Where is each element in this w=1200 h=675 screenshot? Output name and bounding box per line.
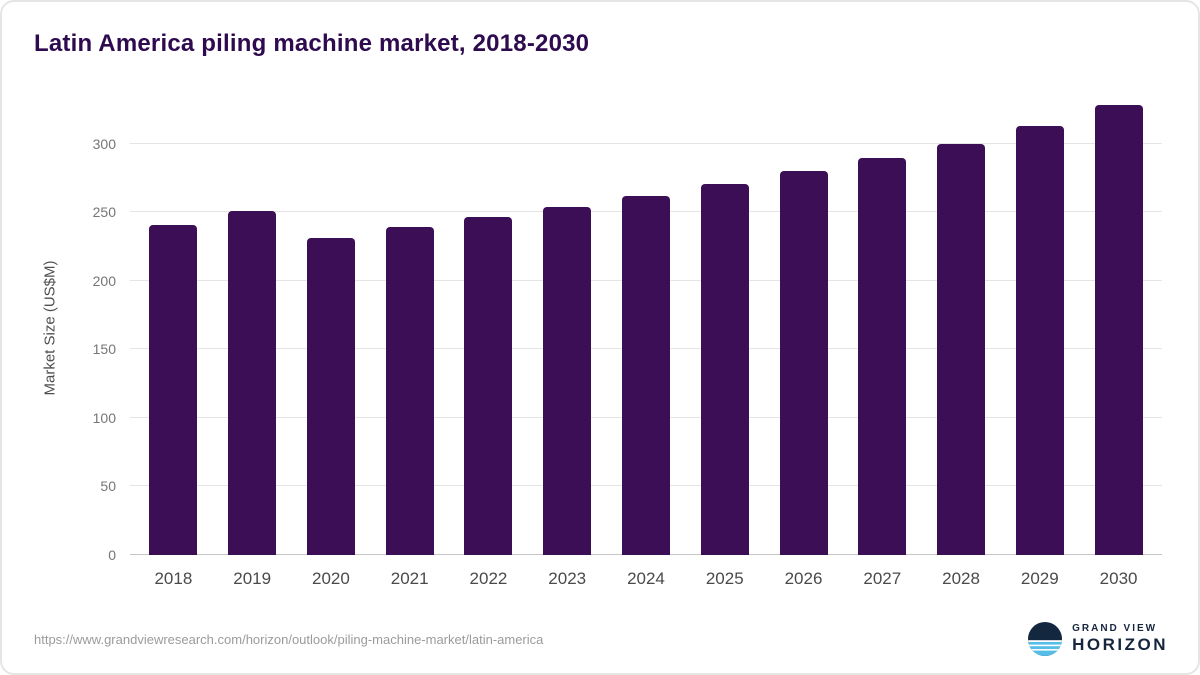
x-tick-label-2020: 2020 <box>312 569 350 588</box>
y-tick-label-150: 150 <box>92 341 116 358</box>
gridline-300 <box>130 142 1162 144</box>
logo-text: GRAND VIEW HORIZON <box>1072 623 1168 654</box>
bar-2019 <box>228 211 277 555</box>
bar-slot-2021 <box>370 100 449 555</box>
y-tick-label-250: 250 <box>92 204 116 221</box>
x-tick-label-2029: 2029 <box>1020 569 1059 588</box>
source-url: https://www.grandviewresearch.com/horizo… <box>34 631 544 647</box>
bar-slot-2026 <box>764 100 843 555</box>
x-tick-label-2022: 2022 <box>469 569 508 588</box>
bar-2028 <box>937 143 986 555</box>
bar-2025 <box>700 183 749 555</box>
bar-2022 <box>464 216 513 555</box>
bar-2024 <box>621 195 670 555</box>
chart-title: Latin America piling machine market, 201… <box>34 30 590 57</box>
plot-column: 2018 2019 2020 2021 2022 2023 2024 2025 2026 2027… <box>130 100 1162 589</box>
grandview-horizon-logo: GRAND VIEW HORIZON <box>1027 621 1168 657</box>
y-tick-label-0: 0 <box>108 547 116 563</box>
y-tick-label-200: 200 <box>92 272 116 289</box>
horizon-logo-icon <box>1027 621 1063 657</box>
bar-2029 <box>1015 126 1064 555</box>
bar-2020 <box>306 238 355 555</box>
x-tick-label-2025: 2025 <box>705 569 744 588</box>
bar-slot-2020 <box>292 100 371 555</box>
logo-text-bottom: HORIZON <box>1072 634 1168 654</box>
bar-slot-2022 <box>449 100 528 555</box>
x-tick-label-2018: 2018 <box>154 569 193 588</box>
logo-text-top: GRAND VIEW <box>1072 623 1158 635</box>
y-tick-label-50: 50 <box>100 478 116 495</box>
y-axis-ticks: 0 50 100 150 200 250 300 <box>66 100 130 563</box>
bar-slot-2023 <box>528 100 607 555</box>
x-tick-label-2021: 2021 <box>390 569 429 588</box>
bar-slot-2030 <box>1079 100 1158 555</box>
bar-slot-2024 <box>607 100 686 555</box>
x-tick-label-2030: 2030 <box>1099 569 1138 588</box>
y-tick-label-300: 300 <box>92 135 116 152</box>
bar-2026 <box>779 171 828 555</box>
bar-2030 <box>1094 105 1143 555</box>
x-tick-label-2027: 2027 <box>863 569 902 588</box>
footer: https://www.grandviewresearch.com/horizo… <box>34 621 1168 657</box>
bar-slot-2018 <box>134 100 213 555</box>
bar-2018 <box>149 224 198 555</box>
bar-2023 <box>543 206 592 555</box>
bar-2027 <box>858 157 907 555</box>
bar-slot-2019 <box>213 100 292 555</box>
y-tick-label-100: 100 <box>92 409 116 426</box>
plot-area <box>130 100 1162 555</box>
x-tick-label-2024: 2024 <box>627 569 665 588</box>
x-tick-label-2026: 2026 <box>784 569 823 588</box>
bar-slot-2029 <box>1000 100 1079 555</box>
x-tick-label-2019: 2019 <box>233 569 272 588</box>
x-tick-label-2028: 2028 <box>942 569 980 588</box>
y-axis-label-column: Market Size (US$M) <box>34 100 66 555</box>
y-axis-label: Market Size (US$M) <box>41 259 59 396</box>
bar-chart: Market Size (US$M) 0 50 100 150 200 250 300 20… <box>34 100 1162 589</box>
bar-2021 <box>385 227 434 555</box>
bars-row <box>130 100 1162 555</box>
x-tick-label-2023: 2023 <box>548 569 587 588</box>
bar-slot-2027 <box>843 100 922 555</box>
bar-slot-2028 <box>922 100 1001 555</box>
x-axis-labels: 2018 2019 2020 2021 2022 2023 2024 2025 2026 2027… <box>130 569 1162 589</box>
bar-slot-2025 <box>685 100 764 555</box>
